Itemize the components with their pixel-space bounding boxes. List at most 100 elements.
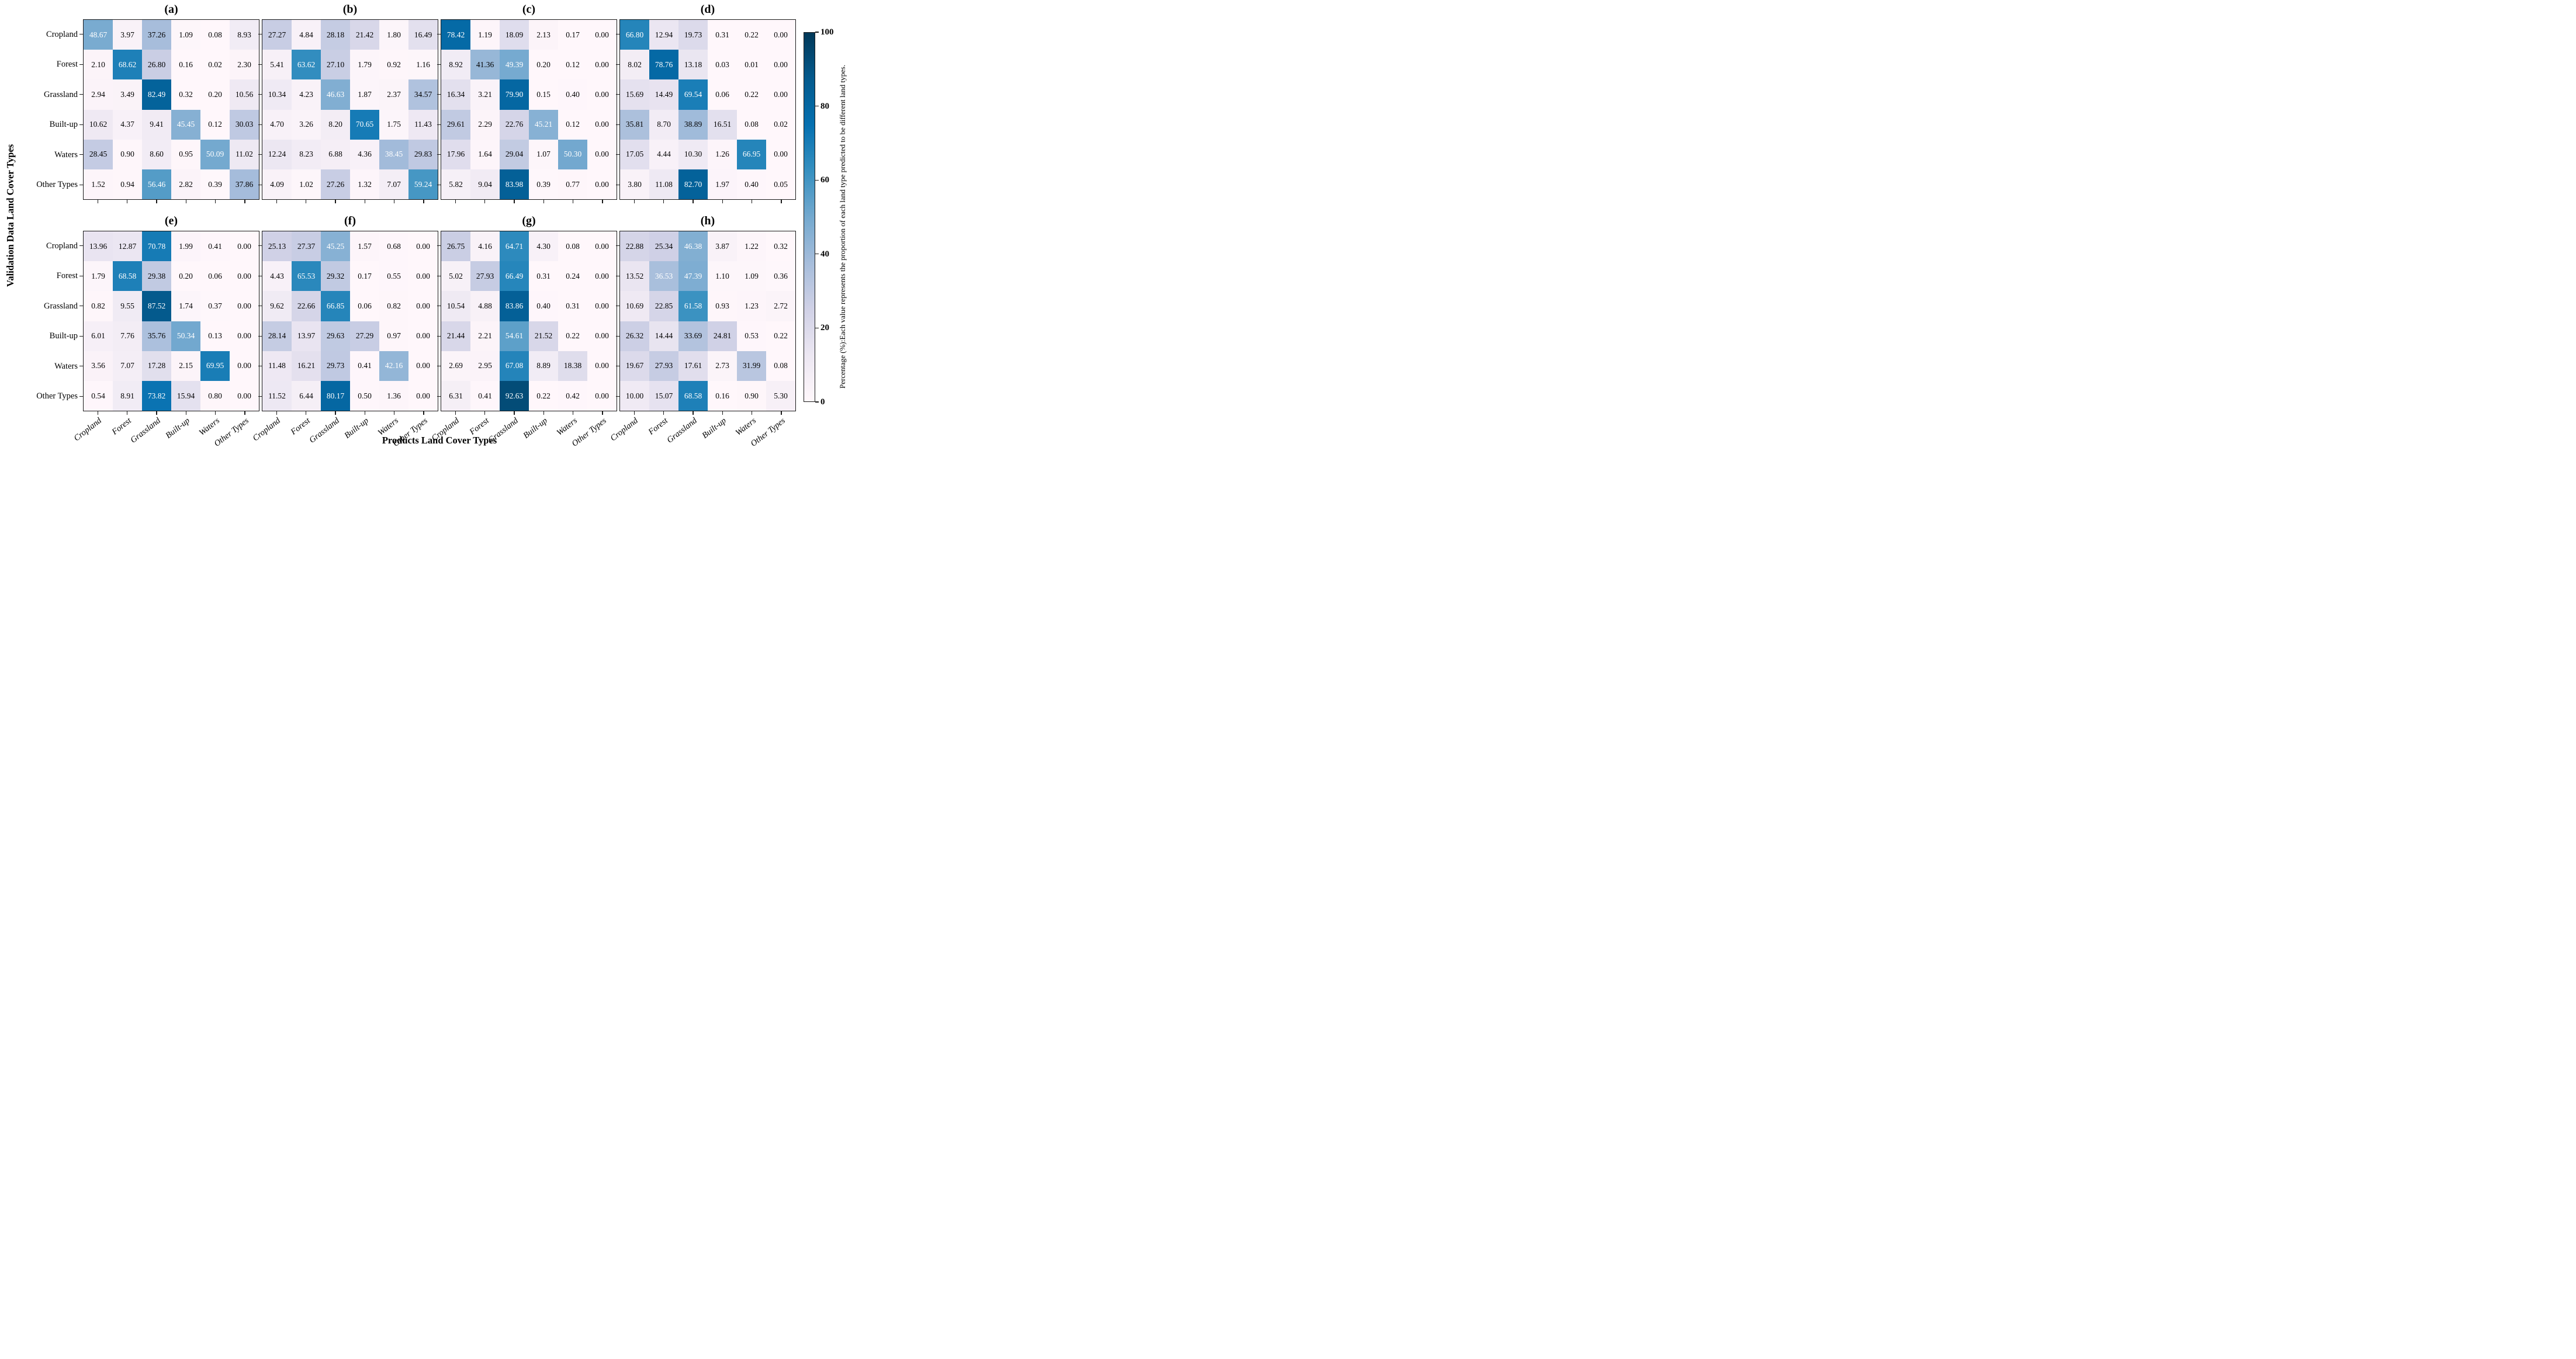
heatmap-cell-c-r5c4: 0.77 bbox=[558, 169, 587, 199]
heatmap-cell-c-r4c3: 1.07 bbox=[529, 139, 558, 169]
y-axis-tick bbox=[258, 124, 262, 125]
heatmap-panel-f: 25.13 27.37 45.25 1.57 0.68 0.00 4.43 65.53 29.3… bbox=[262, 231, 438, 411]
panel-title-h: (h) bbox=[700, 214, 715, 227]
heatmap-cell-d-r4c5: 0.00 bbox=[766, 139, 795, 169]
heatmap-cell-b-r4c0: 12.24 bbox=[262, 139, 292, 169]
heatmap-cell-f-r0c4: 0.68 bbox=[379, 231, 408, 262]
heatmap-cell-b-r3c2: 8.20 bbox=[321, 109, 350, 140]
heatmap-cell-a-r5c3: 2.82 bbox=[171, 169, 200, 199]
heatmap-cell-b-r1c0: 5.41 bbox=[262, 50, 292, 80]
heatmap-cell-e-r3c4: 0.13 bbox=[200, 321, 230, 351]
heatmap-cell-d-r1c5: 0.00 bbox=[766, 50, 795, 80]
heatmap-cell-h-r3c1: 14.44 bbox=[649, 321, 678, 351]
heatmap-cell-c-r4c5: 0.00 bbox=[587, 139, 617, 169]
heatmap-cell-b-r4c3: 4.36 bbox=[350, 139, 379, 169]
heatmap-cell-d-r3c1: 8.70 bbox=[649, 109, 678, 140]
heatmap-cell-d-r0c1: 12.94 bbox=[649, 20, 678, 50]
heatmap-cell-a-r5c1: 0.94 bbox=[113, 169, 142, 199]
y-axis-tick bbox=[437, 154, 441, 155]
heatmap-cell-e-r2c3: 1.74 bbox=[171, 291, 200, 321]
heatmap-cell-b-r0c4: 1.80 bbox=[379, 20, 408, 50]
x-axis-tick bbox=[214, 200, 216, 203]
x-axis-tick bbox=[156, 411, 157, 415]
heatmap-cell-f-r4c2: 29.73 bbox=[321, 351, 350, 381]
heatmap-cell-f-r5c4: 1.36 bbox=[379, 380, 408, 411]
heatmap-cell-f-r5c2: 80.17 bbox=[321, 380, 350, 411]
heatmap-cell-e-r4c3: 2.15 bbox=[171, 351, 200, 381]
heatmap-cell-e-r2c5: 0.00 bbox=[230, 291, 259, 321]
heatmap-cell-c-r0c0: 78.42 bbox=[441, 20, 470, 50]
heatmap-cell-e-r3c1: 7.76 bbox=[113, 321, 142, 351]
heatmap-cell-e-r2c1: 9.55 bbox=[113, 291, 142, 321]
heatmap-cell-h-r5c3: 0.16 bbox=[708, 380, 737, 411]
heatmap-cell-c-r1c4: 0.12 bbox=[558, 50, 587, 80]
y-axis-tick bbox=[258, 94, 262, 95]
heatmap-cell-e-r4c1: 7.07 bbox=[113, 351, 142, 381]
heatmap-cell-a-r5c0: 1.52 bbox=[84, 169, 113, 199]
x-axis-title: Products Land Cover Types bbox=[382, 435, 497, 446]
heatmap-cell-d-r2c1: 14.49 bbox=[649, 79, 678, 110]
heatmap-cell-f-r3c2: 29.63 bbox=[321, 321, 350, 351]
x-axis-tick bbox=[455, 411, 456, 415]
heatmap-cell-c-r5c3: 0.39 bbox=[529, 169, 558, 199]
heatmap-cell-h-r4c0: 19.67 bbox=[620, 351, 649, 381]
heatmap-cell-h-r0c3: 3.87 bbox=[708, 231, 737, 262]
heatmap-cell-f-r0c2: 45.25 bbox=[321, 231, 350, 262]
heatmap-cell-c-r4c4: 50.30 bbox=[558, 139, 587, 169]
heatmap-cell-e-r5c2: 73.82 bbox=[142, 380, 171, 411]
heatmap-cell-g-r2c4: 0.31 bbox=[558, 291, 587, 321]
heatmap-cell-a-r0c5: 8.93 bbox=[230, 20, 259, 50]
heatmap-cell-e-r0c4: 0.41 bbox=[200, 231, 230, 262]
x-axis-tick bbox=[423, 200, 424, 203]
heatmap-cell-c-r3c2: 22.76 bbox=[500, 109, 529, 140]
heatmap-cell-b-r5c0: 4.09 bbox=[262, 169, 292, 199]
heatmap-cell-f-r2c1: 22.66 bbox=[292, 291, 321, 321]
heatmap-cell-e-r5c5: 0.00 bbox=[230, 380, 259, 411]
heatmap-cell-a-r0c4: 0.08 bbox=[200, 20, 230, 50]
heatmap-cell-c-r2c3: 0.15 bbox=[529, 79, 558, 110]
x-axis-tick bbox=[423, 411, 424, 415]
y-axis-tick bbox=[258, 154, 262, 155]
y-tick-label: Forest bbox=[56, 60, 78, 70]
heatmap-cell-a-r1c1: 68.62 bbox=[113, 50, 142, 80]
heatmap-cell-g-r4c4: 18.38 bbox=[558, 351, 587, 381]
heatmap-cell-g-r5c4: 0.42 bbox=[558, 380, 587, 411]
heatmap-cell-f-r1c3: 0.17 bbox=[350, 261, 379, 292]
heatmap-cell-e-r5c1: 8.91 bbox=[113, 380, 142, 411]
heatmap-cell-e-r3c0: 6.01 bbox=[84, 321, 113, 351]
x-axis-tick bbox=[543, 200, 544, 203]
heatmap-cell-h-r5c2: 68.58 bbox=[678, 380, 708, 411]
confusion-matrix-figure: Validation Data Land Cover Types (a) 48.6… bbox=[0, 0, 858, 453]
heatmap-cell-d-r4c0: 17.05 bbox=[620, 139, 649, 169]
heatmap-cell-h-r1c5: 0.36 bbox=[766, 261, 795, 292]
heatmap-cell-b-r3c5: 11.43 bbox=[408, 109, 438, 140]
heatmap-cell-g-r3c5: 0.00 bbox=[587, 321, 617, 351]
heatmap-cell-e-r4c0: 3.56 bbox=[84, 351, 113, 381]
x-axis-tick bbox=[543, 411, 544, 415]
x-axis-tick bbox=[244, 200, 245, 203]
heatmap-panel-g: 26.75 4.16 64.71 4.30 0.08 0.00 5.02 27.93 66.49… bbox=[441, 231, 617, 411]
heatmap-cell-f-r0c0: 25.13 bbox=[262, 231, 292, 262]
heatmap-cell-g-r0c0: 26.75 bbox=[441, 231, 470, 262]
y-axis-tick bbox=[616, 94, 619, 95]
heatmap-cell-f-r4c0: 11.48 bbox=[262, 351, 292, 381]
heatmap-cell-f-r4c4: 42.16 bbox=[379, 351, 408, 381]
heatmap-cell-h-r4c3: 2.73 bbox=[708, 351, 737, 381]
heatmap-cell-a-r2c0: 2.94 bbox=[84, 79, 113, 110]
y-axis-tick bbox=[79, 245, 83, 247]
heatmap-cell-b-r5c1: 1.02 bbox=[292, 169, 321, 199]
heatmap-cell-c-r3c4: 0.12 bbox=[558, 109, 587, 140]
heatmap-cell-g-r2c5: 0.00 bbox=[587, 291, 617, 321]
heatmap-cell-a-r5c5: 37.86 bbox=[230, 169, 259, 199]
heatmap-cell-f-r1c0: 4.43 bbox=[262, 261, 292, 292]
y-axis-tick bbox=[79, 64, 83, 65]
panel-title-f: (f) bbox=[344, 214, 356, 227]
panel-title-a: (a) bbox=[164, 3, 178, 16]
heatmap-cell-c-r2c2: 79.90 bbox=[500, 79, 529, 110]
heatmap-cell-h-r3c5: 0.22 bbox=[766, 321, 795, 351]
colorbar-label: Percentage (%):Each value represents the… bbox=[838, 64, 847, 389]
heatmap-cell-c-r3c0: 29.61 bbox=[441, 109, 470, 140]
heatmap-cell-h-r4c4: 31.99 bbox=[737, 351, 766, 381]
heatmap-cell-d-r3c0: 35.81 bbox=[620, 109, 649, 140]
heatmap-cell-a-r0c3: 1.09 bbox=[171, 20, 200, 50]
